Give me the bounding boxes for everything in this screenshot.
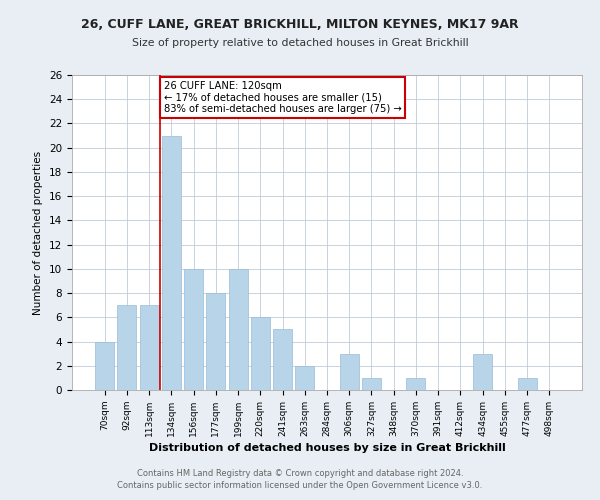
- Bar: [140, 305, 158, 390]
- Bar: [406, 378, 425, 390]
- Text: Size of property relative to detached houses in Great Brickhill: Size of property relative to detached ho…: [131, 38, 469, 48]
- Y-axis label: Number of detached properties: Number of detached properties: [34, 150, 43, 314]
- Bar: [340, 354, 359, 390]
- Bar: [362, 378, 381, 390]
- Bar: [273, 330, 292, 390]
- Bar: [473, 354, 492, 390]
- Text: Contains public sector information licensed under the Open Government Licence v3: Contains public sector information licen…: [118, 481, 482, 490]
- Bar: [118, 305, 136, 390]
- Bar: [518, 378, 536, 390]
- Bar: [95, 342, 114, 390]
- Bar: [206, 293, 225, 390]
- Text: 26 CUFF LANE: 120sqm
← 17% of detached houses are smaller (15)
83% of semi-detac: 26 CUFF LANE: 120sqm ← 17% of detached h…: [164, 81, 401, 114]
- Bar: [295, 366, 314, 390]
- X-axis label: Distribution of detached houses by size in Great Brickhill: Distribution of detached houses by size …: [149, 443, 505, 453]
- Text: Contains HM Land Registry data © Crown copyright and database right 2024.: Contains HM Land Registry data © Crown c…: [137, 468, 463, 477]
- Text: 26, CUFF LANE, GREAT BRICKHILL, MILTON KEYNES, MK17 9AR: 26, CUFF LANE, GREAT BRICKHILL, MILTON K…: [81, 18, 519, 30]
- Bar: [162, 136, 181, 390]
- Bar: [229, 269, 248, 390]
- Bar: [184, 269, 203, 390]
- Bar: [251, 318, 270, 390]
